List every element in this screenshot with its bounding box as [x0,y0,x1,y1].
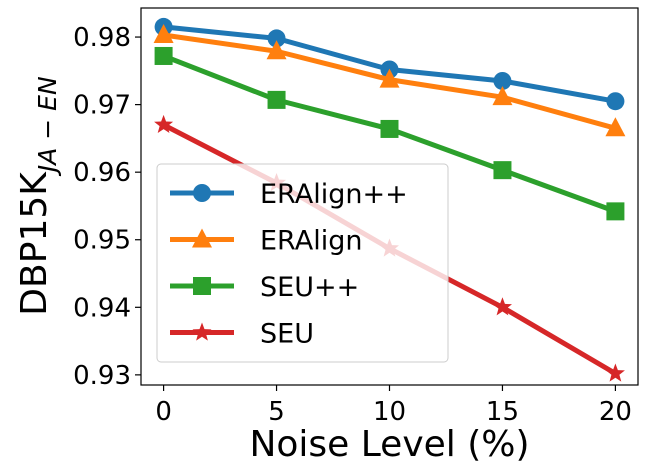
y-axis-label: DBP15KJA − EN [14,76,62,316]
x-tick-label-0: 0 [155,397,172,427]
y-tick-label-0.95: 0.95 [73,226,131,256]
data-point-seu-0 [154,114,174,133]
data-point-seu-plus-plus-10 [380,119,399,138]
y-axis-label-subscript: JA − EN [33,76,62,177]
legend-label-eralign: ERAlign [260,226,362,257]
x-tick-label-20: 20 [599,397,632,427]
y-tick-label-0.97: 0.97 [73,91,131,121]
data-point-seu-plus-plus-20 [606,202,625,221]
data-point-eralign-plus-plus-15 [493,71,512,90]
data-point-eralign-0 [153,24,174,44]
data-point-eralign-5 [266,40,287,60]
y-tick-label-0.94: 0.94 [73,293,131,323]
x-tick-label-15: 15 [486,397,519,427]
data-point-eralign-plus-plus-20 [606,92,625,111]
data-point-seu-plus-plus-15 [493,161,512,180]
legend-label-seu: SEU [260,319,314,350]
legend: ERAlign++ ERAlign SEU++ SEU [156,163,449,363]
data-point-eralign-20 [605,117,626,137]
x-axis-ticks: 0 5 10 15 20 [155,385,632,427]
legend-box [156,163,449,363]
y-tick-label-0.96: 0.96 [73,158,131,188]
x-tick-label-10: 10 [373,397,406,427]
data-point-seu-20 [605,363,625,382]
legend-item-seu-plus-plus: SEU++ [170,272,359,303]
series-seu-plus-plus [154,46,625,221]
legend-item-seu: SEU [170,319,314,350]
data-point-seu-15 [492,297,512,316]
legend-marker-eralign-plus-plus [193,184,211,202]
series-layer [153,17,626,382]
series-eralign [153,24,626,137]
y-tick-label-0.93: 0.93 [73,361,131,391]
legend-marker-seu-plus-plus [193,277,211,295]
x-tick-label-5: 5 [268,397,285,427]
y-tick-label-0.98: 0.98 [73,23,131,53]
legend-item-eralign: ERAlign [170,226,362,257]
legend-item-eralign-plus-plus: ERAlign++ [170,179,408,210]
data-point-seu-plus-plus-5 [267,90,286,109]
data-point-eralign-plus-plus-5 [267,29,286,48]
data-point-seu-plus-plus-0 [154,46,173,65]
legend-marker-seu [192,322,212,341]
legend-label-eralign-plus-plus: ERAlign++ [260,179,408,210]
x-axis-label: Noise Level (%) [249,424,529,465]
legend-label-seu-plus-plus: SEU++ [260,272,359,303]
data-point-eralign-15 [492,86,513,106]
y-axis-ticks: 0.93 0.94 0.95 0.96 0.97 0.98 [73,23,141,391]
data-point-eralign-10 [379,68,400,88]
y-axis-label-main: DBP15K [14,171,55,316]
legend-marker-eralign [192,228,212,248]
